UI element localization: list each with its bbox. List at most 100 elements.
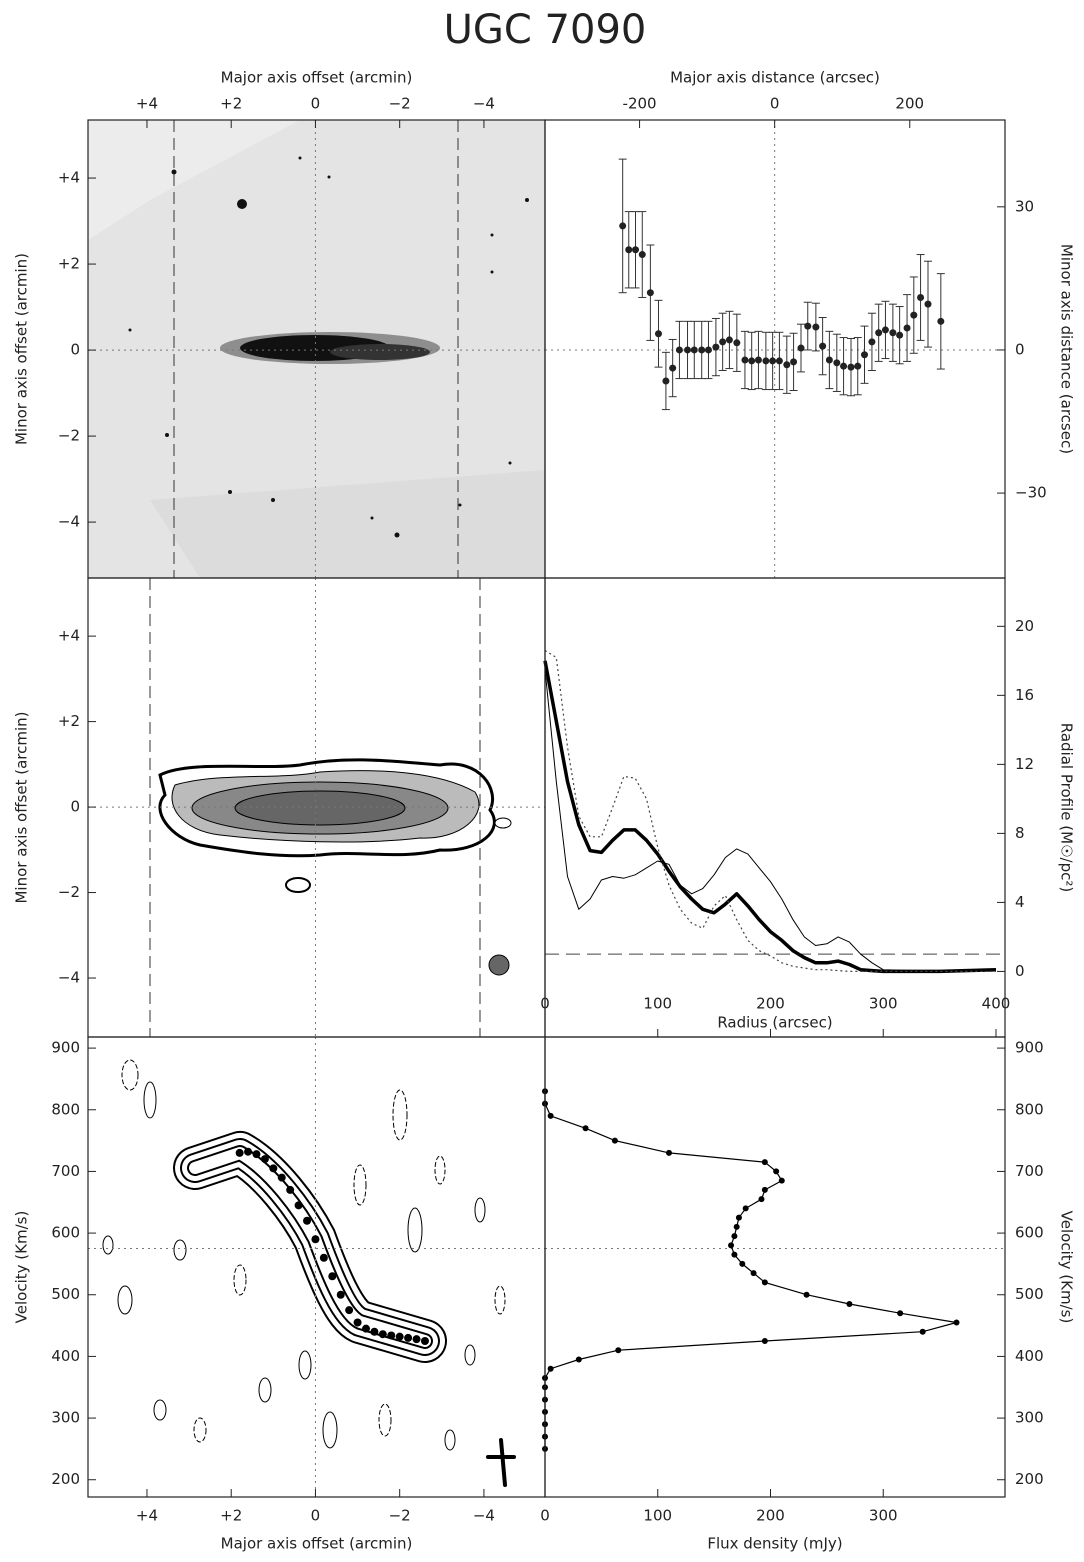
hi-contours bbox=[149, 578, 512, 1037]
profile-point bbox=[733, 1223, 740, 1230]
rotation-point bbox=[404, 1333, 413, 1342]
data-point bbox=[840, 362, 848, 370]
rotation-point bbox=[244, 1147, 253, 1156]
rotation-point bbox=[353, 1318, 362, 1327]
x-axis-label: Radius (arcsec) bbox=[717, 1014, 832, 1032]
rotation-point bbox=[361, 1324, 370, 1333]
y-axis-label: Minor axis distance (arcsec) bbox=[1058, 244, 1076, 454]
x-tick-label: −2 bbox=[389, 95, 411, 113]
x-axis-label: Major axis offset (arcmin) bbox=[221, 69, 413, 87]
profile-line bbox=[544, 1091, 957, 1449]
y-tick-label: 16 bbox=[1015, 686, 1034, 704]
rotation-point bbox=[252, 1150, 261, 1159]
data-point bbox=[924, 300, 932, 308]
panel: 0 100 200 300 200 300 400 500 600 700 800 900 Flux d… bbox=[540, 1036, 1076, 1553]
profile-line bbox=[544, 669, 997, 972]
data-point bbox=[804, 322, 812, 330]
x-tick-label: 0 bbox=[311, 95, 321, 113]
panel: +4 +2 0 −2 −4 +4 +2 0 −2 −4 Major axis offset (arc… bbox=[13, 69, 546, 579]
y-tick-label: 0 bbox=[1015, 962, 1025, 980]
data-point bbox=[903, 324, 911, 332]
y-tick-label: 800 bbox=[51, 1100, 80, 1118]
data-point bbox=[868, 338, 876, 346]
y-tick-label: 500 bbox=[1015, 1285, 1044, 1303]
rotation-point bbox=[336, 1290, 345, 1299]
profile-point bbox=[778, 1177, 785, 1184]
data-point bbox=[775, 357, 783, 365]
rotation-point bbox=[319, 1253, 328, 1262]
x-tick-label: 200 bbox=[756, 995, 785, 1013]
panel-frame bbox=[544, 1036, 1006, 1498]
data-point bbox=[704, 346, 712, 354]
x-tick-label: 100 bbox=[643, 995, 672, 1013]
y-tick-label: 300 bbox=[1015, 1409, 1044, 1427]
data-point bbox=[854, 362, 862, 370]
x-axis-label: Flux density (mJy) bbox=[707, 1535, 842, 1553]
data-point bbox=[719, 338, 727, 346]
rotation-point bbox=[286, 1185, 295, 1194]
profile-point bbox=[750, 1270, 757, 1277]
y-tick-label: 800 bbox=[1015, 1100, 1044, 1118]
x-tick-label: 0 bbox=[540, 1507, 550, 1525]
data-point bbox=[669, 364, 677, 372]
data-point bbox=[875, 329, 883, 337]
x-tick-label: 300 bbox=[869, 995, 898, 1013]
panel-frame bbox=[544, 577, 1006, 1038]
profile-point bbox=[919, 1328, 926, 1335]
y-tick-label: 300 bbox=[51, 1409, 80, 1427]
data-point bbox=[662, 377, 670, 385]
x-tick-label: +4 bbox=[136, 95, 158, 113]
rotation-point bbox=[412, 1335, 421, 1344]
y-tick-label: −2 bbox=[58, 883, 80, 901]
x-tick-label: -200 bbox=[623, 95, 657, 113]
x-tick-label: 100 bbox=[643, 1507, 672, 1525]
profile-point bbox=[582, 1125, 589, 1132]
y-tick-label: 600 bbox=[51, 1224, 80, 1242]
x-tick-label: −2 bbox=[389, 1507, 411, 1525]
profile-point bbox=[615, 1347, 622, 1354]
data-point bbox=[748, 357, 756, 365]
y-tick-label: −2 bbox=[58, 427, 80, 445]
profile-point bbox=[761, 1337, 768, 1344]
y-tick-label: 600 bbox=[1015, 1224, 1044, 1242]
profile-point bbox=[758, 1196, 765, 1203]
y-tick-label: 700 bbox=[1015, 1162, 1044, 1180]
y-tick-label: 900 bbox=[1015, 1039, 1044, 1057]
profile-point bbox=[742, 1205, 749, 1212]
panel: -200 0 200 30 0 −30 Major axis distance (arcse… bbox=[544, 69, 1076, 579]
y-tick-label: 0 bbox=[70, 341, 80, 359]
data-point bbox=[690, 346, 698, 354]
y-tick-label: 200 bbox=[1015, 1470, 1044, 1488]
data-point bbox=[619, 222, 627, 230]
y-tick-label: 700 bbox=[51, 1162, 80, 1180]
profile-point bbox=[735, 1214, 742, 1221]
y-tick-label: +2 bbox=[58, 712, 80, 730]
y-tick-label: 20 bbox=[1015, 617, 1034, 635]
rotation-point bbox=[311, 1235, 320, 1244]
profile-point bbox=[611, 1137, 618, 1144]
rotation-point bbox=[303, 1216, 312, 1225]
profile-point bbox=[803, 1291, 810, 1298]
profile-point bbox=[761, 1159, 768, 1166]
x-tick-label: −4 bbox=[473, 1507, 495, 1525]
profile-point bbox=[547, 1365, 554, 1372]
profile-point bbox=[666, 1149, 673, 1156]
data-point bbox=[847, 363, 855, 371]
rotation-point bbox=[294, 1201, 303, 1210]
data-point bbox=[917, 293, 925, 301]
data-point bbox=[625, 246, 633, 254]
data-point bbox=[896, 331, 904, 339]
profile-line bbox=[544, 649, 996, 972]
x-tick-label: 0 bbox=[770, 95, 780, 113]
data-point bbox=[712, 343, 720, 351]
y-tick-label: −4 bbox=[58, 513, 80, 531]
x-tick-label: 200 bbox=[756, 1507, 785, 1525]
rotation-point bbox=[420, 1336, 429, 1345]
y-axis-label: Minor axis offset (arcmin) bbox=[13, 711, 31, 903]
y-tick-label: +2 bbox=[58, 255, 80, 273]
rotation-point bbox=[235, 1148, 244, 1157]
data-point bbox=[812, 323, 820, 331]
data-point bbox=[754, 356, 762, 364]
